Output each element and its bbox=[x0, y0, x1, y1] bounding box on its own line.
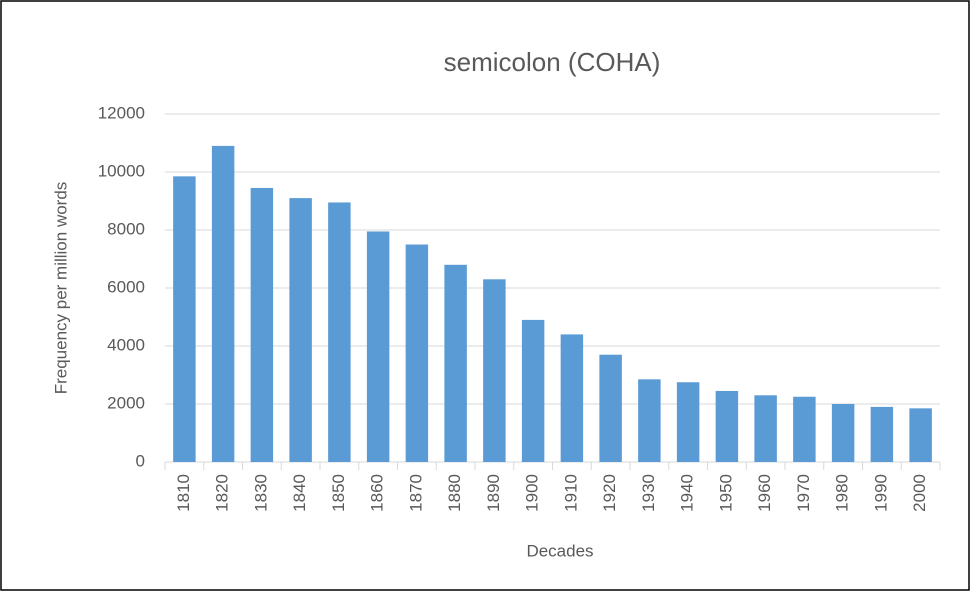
bar bbox=[909, 408, 932, 462]
x-tick-label: 1990 bbox=[871, 474, 890, 512]
x-tick-label: 1900 bbox=[523, 474, 542, 512]
x-tick-label: 1910 bbox=[561, 474, 580, 512]
x-tick-label: 1930 bbox=[639, 474, 658, 512]
bar bbox=[560, 334, 584, 462]
y-tick-label: 8000 bbox=[107, 219, 145, 238]
y-tick-label: 6000 bbox=[107, 277, 145, 296]
bar bbox=[405, 244, 429, 462]
x-tick-label: 1830 bbox=[251, 474, 270, 512]
bar bbox=[638, 379, 661, 462]
y-tick-label: 12000 bbox=[98, 103, 145, 122]
bar bbox=[366, 231, 390, 462]
x-tick-label: 1810 bbox=[174, 474, 193, 512]
x-tick-label: 1960 bbox=[755, 474, 774, 512]
chart-title: semicolon (COHA) bbox=[444, 47, 661, 77]
x-tick-label: 1950 bbox=[716, 474, 735, 512]
y-tick-label: 2000 bbox=[107, 393, 145, 412]
x-tick-label: 1850 bbox=[329, 474, 348, 512]
bar bbox=[599, 354, 622, 462]
x-tick-label: 1820 bbox=[213, 474, 232, 512]
x-tick-label: 1980 bbox=[833, 474, 852, 512]
bar bbox=[521, 319, 545, 462]
x-tick-label: 1940 bbox=[678, 474, 697, 512]
x-tick-label: 1970 bbox=[794, 474, 813, 512]
bar bbox=[870, 406, 894, 462]
bar bbox=[754, 395, 777, 462]
y-tick-label: 0 bbox=[136, 451, 145, 470]
x-tick-label: 1870 bbox=[406, 474, 425, 512]
y-tick-label: 4000 bbox=[107, 335, 145, 354]
bar bbox=[715, 390, 739, 462]
bar bbox=[289, 198, 312, 462]
x-tick-label: 1840 bbox=[290, 474, 309, 512]
bar bbox=[483, 279, 506, 462]
bar bbox=[676, 382, 700, 462]
bar bbox=[831, 404, 855, 462]
x-tick-label: 1880 bbox=[445, 474, 464, 512]
bar bbox=[211, 145, 235, 462]
y-axis-title: Frequency per million words bbox=[51, 182, 70, 395]
bar bbox=[173, 176, 196, 462]
x-tick-label: 1860 bbox=[368, 474, 387, 512]
x-tick-label: 2000 bbox=[910, 474, 929, 512]
bar bbox=[328, 202, 351, 462]
x-axis-title: Decades bbox=[526, 541, 593, 560]
x-tick-label: 1890 bbox=[484, 474, 503, 512]
bar bbox=[793, 396, 816, 462]
y-tick-label: 10000 bbox=[98, 161, 145, 180]
x-tick-label: 1920 bbox=[600, 474, 619, 512]
bar bbox=[444, 264, 467, 462]
bar bbox=[250, 187, 274, 462]
